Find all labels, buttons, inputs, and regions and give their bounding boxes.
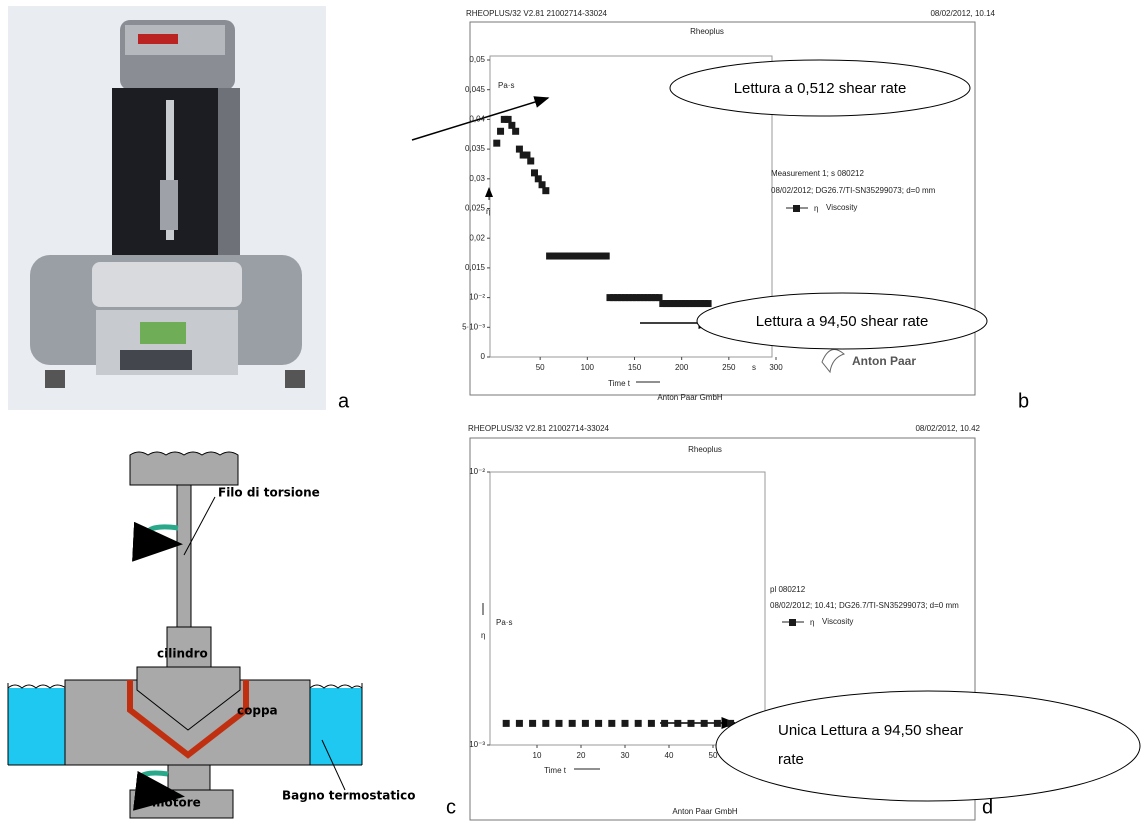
x-tick-label: 30 bbox=[621, 751, 630, 760]
x-tick-label: 300 bbox=[769, 363, 783, 372]
y-tick-label: 0,015 bbox=[465, 263, 486, 272]
y-tick-label: 0,035 bbox=[465, 144, 486, 153]
legend-line: pl 080212 bbox=[770, 585, 806, 594]
chart-title: Rheoplus bbox=[688, 445, 722, 454]
callout-text: rate bbox=[778, 751, 804, 768]
legend-marker bbox=[789, 619, 796, 626]
logo: Anton Paar bbox=[852, 354, 916, 368]
data-point bbox=[595, 720, 602, 727]
x-label: Time t bbox=[608, 379, 631, 388]
y-tick-label: 0,025 bbox=[465, 204, 486, 213]
y-label: Pa·s bbox=[496, 618, 512, 627]
data-point bbox=[582, 720, 589, 727]
data-point bbox=[701, 720, 708, 727]
y-tick-label: 0,02 bbox=[469, 233, 485, 242]
header: 08/02/2012, 10.14 bbox=[930, 9, 995, 18]
data-point bbox=[648, 720, 655, 727]
legend-label: Viscosity bbox=[822, 617, 853, 626]
data-point bbox=[603, 253, 610, 260]
legend-line: 08/02/2012; 10.41; DG26.7/TI-SN35299073;… bbox=[770, 601, 959, 610]
data-point bbox=[635, 720, 642, 727]
data-point bbox=[608, 720, 615, 727]
callout-text: Unica Lettura a 94,50 shear bbox=[778, 722, 963, 739]
x-tick-label: 50 bbox=[536, 363, 545, 372]
y-tick-label: 0,04 bbox=[469, 115, 485, 124]
rheometer-diagram bbox=[8, 452, 362, 818]
x-tick-label: 150 bbox=[628, 363, 642, 372]
legend-line: Measurement 1; s 080212 bbox=[771, 169, 864, 178]
x-tick-label: 40 bbox=[665, 751, 674, 760]
page: Reometro {"panel_labels": ["a", "b", "c"… bbox=[0, 0, 1145, 828]
x-unit: s bbox=[752, 363, 756, 372]
y-tick-label: 0,045 bbox=[465, 85, 486, 94]
legend-symbol: η bbox=[810, 618, 814, 627]
diagram-label: cilindro bbox=[157, 647, 208, 661]
instrument-photo bbox=[8, 6, 326, 410]
y-tick-label: 0,03 bbox=[469, 174, 485, 183]
y-tick-label: 0,05 bbox=[469, 55, 485, 64]
data-point bbox=[688, 720, 695, 727]
y-tick-label: 10⁻² bbox=[469, 293, 485, 302]
y-label: Pa·s bbox=[498, 81, 514, 90]
data-point bbox=[493, 140, 500, 147]
diagram-label: motore bbox=[152, 796, 201, 810]
y-tick-label: 10⁻² bbox=[469, 467, 485, 476]
figure: a RHEOPLUS/32 V2.81 21002714-33024 08/02… bbox=[0, 0, 1145, 828]
x-tick-label: 200 bbox=[675, 363, 689, 372]
y-tick-label: 10⁻³ bbox=[469, 740, 485, 749]
callout-text: Lettura a 94,50 shear rate bbox=[756, 313, 929, 330]
data-point bbox=[674, 720, 681, 727]
data-point bbox=[529, 720, 536, 727]
legend-symbol: η bbox=[814, 204, 818, 213]
x-tick-label: 10 bbox=[533, 751, 542, 760]
panel-label: a bbox=[338, 390, 350, 412]
diagram-label: Filo di torsione bbox=[218, 486, 320, 500]
legend-line: 08/02/2012; DG26.7/TI-SN35299073; d=0 mm bbox=[771, 186, 936, 195]
data-point bbox=[497, 128, 504, 135]
header: RHEOPLUS/32 V2.81 21002714-33024 bbox=[468, 424, 610, 433]
x-tick-label: 100 bbox=[581, 363, 595, 372]
chart-title: Rheoplus bbox=[690, 27, 724, 36]
footer: Anton Paar GmbH bbox=[657, 393, 723, 402]
x-tick-label: 20 bbox=[577, 751, 586, 760]
y-tick-label: 5·10⁻³ bbox=[462, 322, 485, 331]
data-point bbox=[705, 300, 712, 307]
panel-label: c bbox=[446, 796, 456, 818]
plot-area bbox=[490, 472, 765, 745]
data-point bbox=[542, 720, 549, 727]
data-point bbox=[527, 157, 534, 164]
body: a RHEOPLUS/32 V2.81 21002714-33024 08/02… bbox=[0, 0, 1145, 828]
y-tick-label: 0 bbox=[481, 352, 486, 361]
data-point bbox=[503, 720, 510, 727]
y-symbol: η bbox=[481, 631, 485, 640]
legend-label: Viscosity bbox=[826, 203, 857, 212]
data-point bbox=[661, 720, 668, 727]
diagram-label: coppa bbox=[237, 704, 278, 718]
data-point bbox=[512, 128, 519, 135]
diagram-label: Bagno termostatico bbox=[282, 789, 416, 803]
panel-label: b bbox=[1018, 390, 1029, 412]
footer: Anton Paar GmbH bbox=[672, 807, 738, 816]
header: 08/02/2012, 10.42 bbox=[915, 424, 980, 433]
header: RHEOPLUS/32 V2.81 21002714-33024 bbox=[466, 9, 608, 18]
x-label: Time t bbox=[544, 766, 567, 775]
callout bbox=[716, 691, 1140, 801]
x-tick-label: 250 bbox=[722, 363, 736, 372]
data-point bbox=[622, 720, 629, 727]
data-point bbox=[516, 720, 523, 727]
data-point bbox=[542, 187, 549, 194]
logo-mark bbox=[822, 350, 844, 373]
data-point bbox=[556, 720, 563, 727]
callout-text: Lettura a 0,512 shear rate bbox=[734, 80, 907, 97]
data-point bbox=[569, 720, 576, 727]
legend-marker bbox=[793, 205, 800, 212]
data-point bbox=[714, 720, 721, 727]
x-tick-label: 50 bbox=[709, 751, 718, 760]
